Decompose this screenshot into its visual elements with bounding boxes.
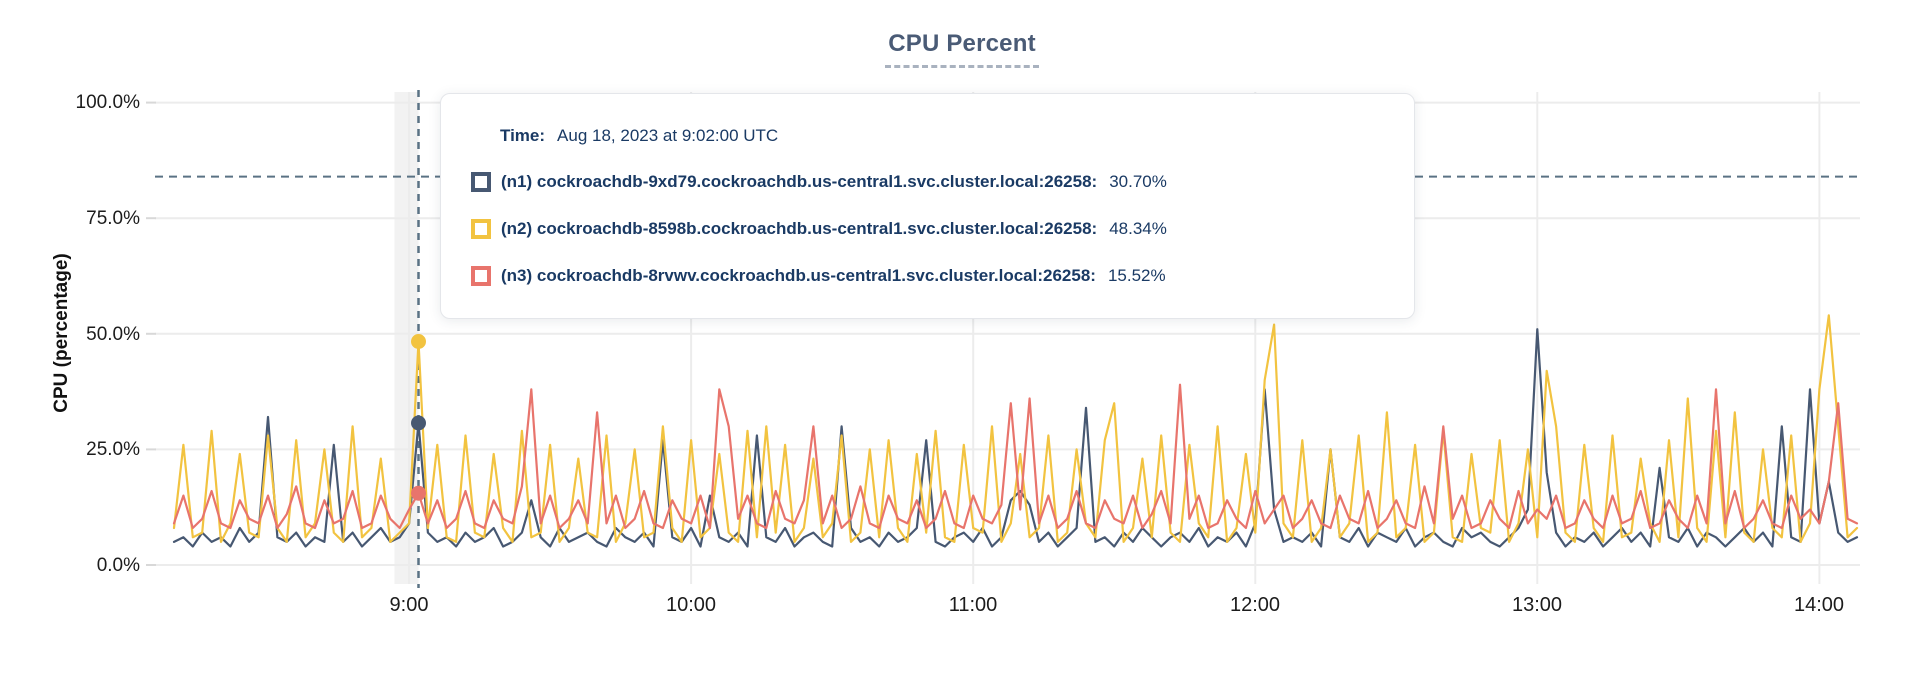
x-tick-label: 10:00 [665, 594, 717, 616]
tooltip-time-value: Aug 18, 2023 at 9:02:00 UTC [557, 126, 779, 145]
series-swatch-n2 [471, 219, 491, 239]
tooltip-series-row: (n2) cockroachdb-8598b.cockroachdb.us-ce… [471, 217, 1167, 241]
tooltip-series-row: (n1) cockroachdb-9xd79.cockroachdb.us-ce… [471, 170, 1167, 194]
y-tick-label: 25.0% [86, 439, 140, 460]
tooltip-time-label: Time: [500, 126, 546, 145]
series-value-n2: 48.34% [1109, 219, 1167, 238]
series-label-n2: (n2) cockroachdb-8598b.cockroachdb.us-ce… [501, 219, 1098, 238]
y-tick-label: 0.0% [96, 555, 140, 576]
series-swatch-n1 [471, 172, 491, 192]
x-tick-label: 12:00 [1229, 594, 1281, 616]
y-tick-label: 75.0% [86, 208, 140, 229]
x-tick-label: 9:00 [389, 594, 429, 616]
tooltip-series-row: (n3) cockroachdb-8rvwv.cockroachdb.us-ce… [471, 264, 1166, 288]
x-tick-label: 14:00 [1793, 594, 1845, 616]
tooltip-time-row: Time: Aug 18, 2023 at 9:02:00 UTC [500, 124, 778, 148]
series-value-n3: 15.52% [1107, 266, 1166, 285]
series-swatch-n3 [471, 266, 491, 286]
series-label-n3: (n3) cockroachdb-8rvwv.cockroachdb.us-ce… [501, 266, 1096, 285]
y-tick-label: 100.0% [75, 92, 140, 113]
x-tick-label: 11:00 [948, 594, 998, 616]
page-title[interactable]: CPU Percent [885, 30, 1039, 68]
hover-tooltip: Time: Aug 18, 2023 at 9:02:00 UTC (n1) c… [440, 93, 1415, 319]
x-tick-label: 13:00 [1511, 594, 1563, 616]
series-label-n1: (n1) cockroachdb-9xd79.cockroachdb.us-ce… [501, 172, 1098, 191]
series-value-n1: 30.70% [1109, 172, 1167, 191]
y-tick-label: 50.0% [86, 324, 140, 345]
chart-title-box: CPU Percent [0, 30, 1924, 68]
